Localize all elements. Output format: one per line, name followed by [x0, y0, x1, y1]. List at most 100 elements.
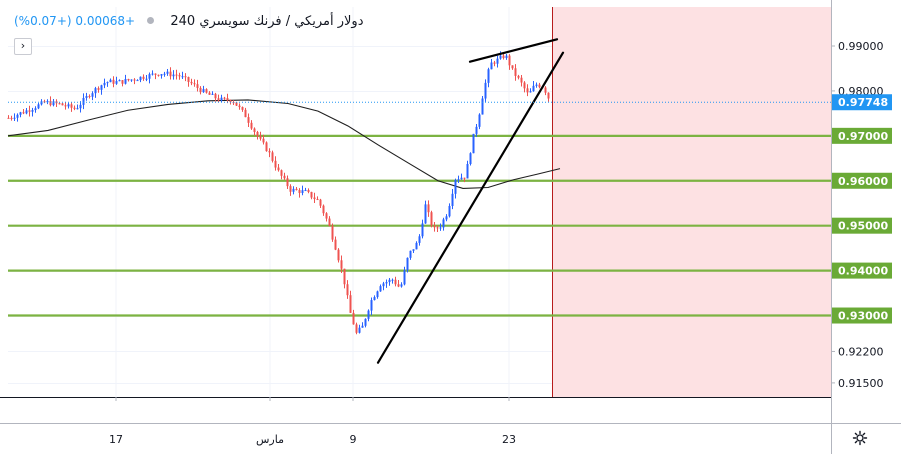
candle-body[interactable] [262, 138, 265, 143]
candle-body[interactable] [346, 284, 349, 296]
candle-body[interactable] [91, 93, 94, 97]
candle-body[interactable] [532, 85, 535, 92]
candle-body[interactable] [19, 112, 22, 115]
candle-body[interactable] [286, 178, 289, 187]
candle-body[interactable] [136, 80, 139, 82]
candle-body[interactable] [109, 79, 112, 83]
candle-body[interactable] [7, 117, 10, 119]
candle-body[interactable] [211, 93, 214, 95]
candle-body[interactable] [133, 79, 136, 81]
candle-body[interactable] [100, 85, 103, 90]
candle-body[interactable] [265, 142, 268, 152]
candle-body[interactable] [409, 250, 412, 258]
candle-body[interactable] [25, 110, 28, 114]
candle-body[interactable] [367, 310, 370, 319]
candle-body[interactable] [385, 282, 388, 284]
candle-body[interactable] [481, 98, 484, 115]
candle-body[interactable] [505, 55, 508, 59]
candle-body[interactable] [46, 100, 49, 103]
candle-body[interactable] [514, 68, 517, 76]
candle-body[interactable] [145, 78, 148, 80]
candle-body[interactable] [478, 114, 481, 127]
candle-body[interactable] [403, 270, 406, 285]
candle-body[interactable] [439, 227, 442, 229]
candle-body[interactable] [31, 110, 34, 112]
candle-body[interactable] [544, 87, 547, 93]
candle-body[interactable] [184, 76, 187, 78]
candle-body[interactable] [469, 153, 472, 165]
candle-body[interactable] [283, 175, 286, 179]
candle-body[interactable] [310, 191, 313, 198]
gear-icon[interactable] [852, 430, 868, 446]
candle-body[interactable] [397, 284, 400, 287]
candle-body[interactable] [301, 190, 304, 194]
candle-body[interactable] [316, 199, 319, 201]
timeframe-label[interactable]: 240 [170, 14, 196, 29]
candle-body[interactable] [361, 325, 364, 328]
candle-body[interactable] [49, 100, 52, 106]
trendline[interactable] [468, 38, 559, 63]
candle-body[interactable] [124, 79, 127, 84]
candle-body[interactable] [454, 179, 457, 194]
candle-body[interactable] [223, 97, 226, 99]
candle-body[interactable] [535, 84, 538, 86]
candle-body[interactable] [427, 204, 430, 213]
candle-body[interactable] [328, 218, 331, 226]
moving-average-line[interactable] [7, 99, 561, 189]
candle-body[interactable] [379, 286, 382, 292]
candle-body[interactable] [475, 126, 478, 134]
candle-body[interactable] [277, 167, 280, 171]
candle-body[interactable] [502, 55, 505, 59]
candle-body[interactable] [61, 103, 64, 106]
candle-body[interactable] [79, 104, 82, 109]
candle-body[interactable] [10, 117, 13, 119]
candle-body[interactable] [304, 190, 307, 192]
candle-body[interactable] [142, 76, 145, 79]
candle-body[interactable] [343, 268, 346, 285]
candle-body[interactable] [415, 242, 418, 250]
candle-body[interactable] [103, 82, 106, 86]
candle-body[interactable] [487, 69, 490, 83]
candle-body[interactable] [208, 92, 211, 95]
candle-body[interactable] [349, 295, 352, 313]
candle-body[interactable] [94, 88, 97, 94]
candle-body[interactable] [220, 97, 223, 101]
candle-body[interactable] [16, 114, 19, 118]
candle-body[interactable] [445, 216, 448, 220]
candle-body[interactable] [175, 74, 178, 76]
candle-body[interactable] [313, 197, 316, 200]
candle-body[interactable] [457, 179, 460, 181]
candle-body[interactable] [331, 225, 334, 240]
candle-body[interactable] [274, 160, 277, 168]
candle-body[interactable] [238, 105, 241, 108]
candle-body[interactable] [172, 74, 175, 77]
candle-body[interactable] [76, 108, 79, 110]
candle-body[interactable] [511, 65, 514, 69]
candle-body[interactable] [460, 177, 463, 180]
candle-body[interactable] [319, 199, 322, 206]
candle-body[interactable] [271, 152, 274, 161]
candle-body[interactable] [520, 77, 523, 83]
candle-body[interactable] [190, 81, 193, 84]
candle-body[interactable] [526, 88, 529, 93]
candle-body[interactable] [376, 291, 379, 298]
candle-body[interactable] [202, 89, 205, 93]
candle-body[interactable] [442, 219, 445, 228]
candle-body[interactable] [115, 81, 118, 84]
candle-body[interactable] [235, 102, 238, 106]
candle-body[interactable] [466, 164, 469, 179]
candle-body[interactable] [28, 110, 31, 112]
candle-body[interactable] [121, 80, 124, 84]
candle-body[interactable] [229, 100, 232, 103]
candle-body[interactable] [547, 92, 550, 99]
candle-body[interactable] [259, 136, 262, 139]
candle-body[interactable] [391, 279, 394, 281]
candle-body[interactable] [292, 188, 295, 192]
candle-body[interactable] [151, 73, 154, 75]
candle-body[interactable] [370, 300, 373, 311]
candle-body[interactable] [217, 98, 220, 101]
candle-body[interactable] [436, 227, 439, 229]
candle-body[interactable] [472, 133, 475, 154]
candle-body[interactable] [529, 91, 532, 93]
